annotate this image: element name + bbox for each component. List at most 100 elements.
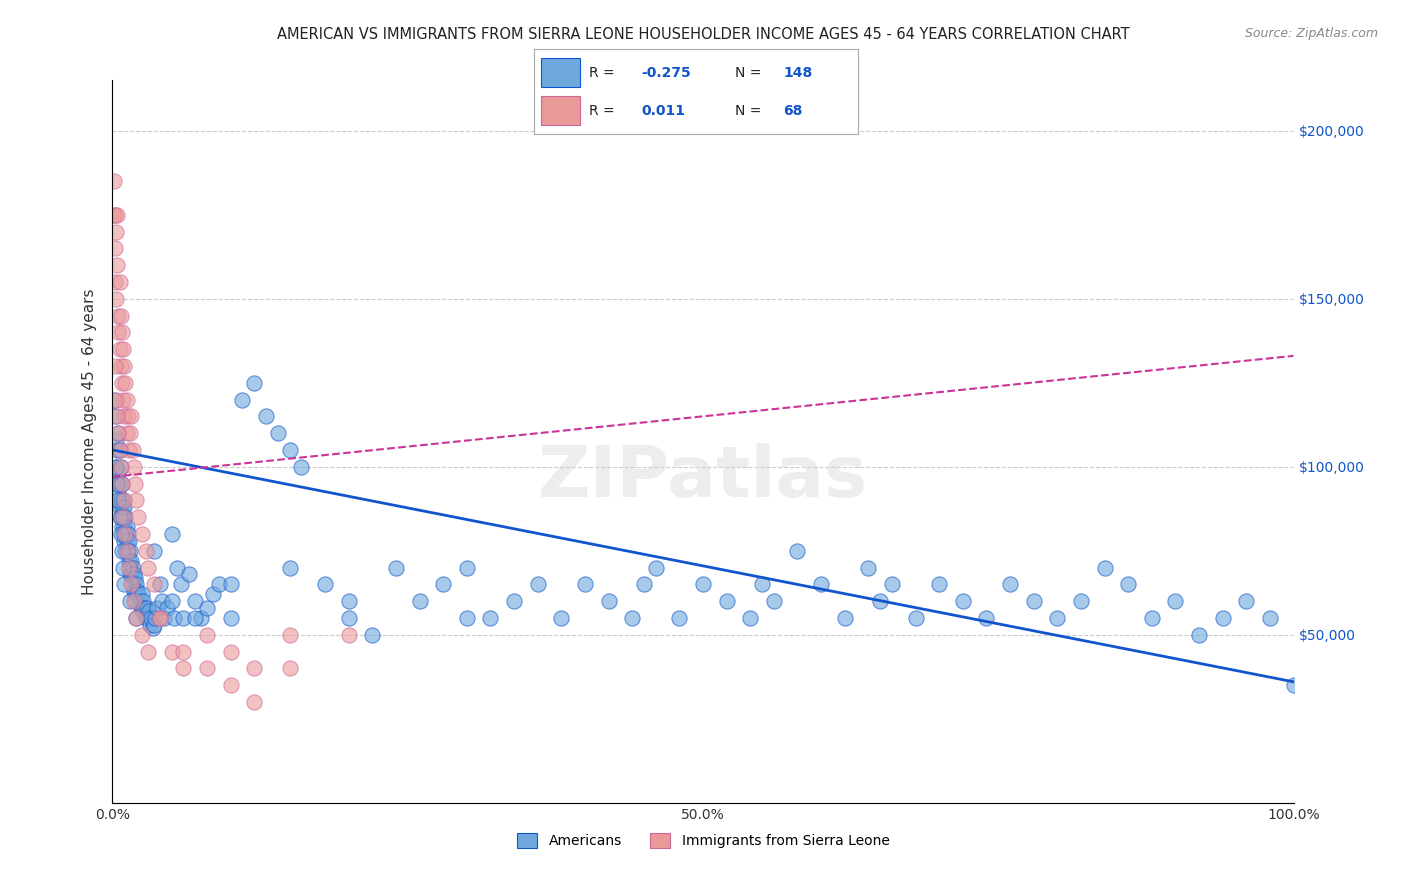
Bar [541, 95, 579, 125]
Text: AMERICAN VS IMMIGRANTS FROM SIERRA LEONE HOUSEHOLDER INCOME AGES 45 - 64 YEARS C: AMERICAN VS IMMIGRANTS FROM SIERRA LEONE… [277, 27, 1129, 42]
Point [112, 409, 135, 424]
Point [122, 459, 145, 474]
Point [195, 628, 218, 642]
Point [160, 594, 183, 608]
Point [998, 577, 1021, 591]
Point [108, 476, 131, 491]
Point [107, 426, 129, 441]
Point [668, 611, 690, 625]
Text: R =: R = [589, 104, 619, 118]
Point [112, 527, 135, 541]
Text: R =: R = [589, 66, 619, 79]
Point [138, 604, 160, 618]
Point [810, 577, 832, 591]
Point [112, 577, 135, 591]
Point [858, 560, 880, 574]
Point [408, 594, 430, 608]
Point [172, 661, 194, 675]
Point [337, 611, 360, 625]
Point [1164, 594, 1187, 608]
Point [121, 442, 143, 457]
Point [120, 594, 142, 608]
Point [136, 644, 159, 658]
Point [219, 644, 242, 658]
Point [112, 500, 135, 514]
Point [129, 600, 152, 615]
Point [132, 594, 155, 608]
Point [121, 577, 143, 591]
Point [163, 611, 186, 625]
Point [141, 611, 163, 625]
Point [131, 604, 153, 618]
Point [952, 594, 974, 608]
Point [127, 584, 149, 599]
Point [105, 476, 128, 491]
Point [118, 442, 141, 457]
Point [208, 577, 231, 591]
Point [118, 554, 141, 568]
Point [120, 426, 142, 441]
Point [195, 661, 218, 675]
Point [104, 208, 127, 222]
Point [160, 527, 183, 541]
Point [135, 600, 157, 615]
Point [786, 543, 808, 558]
Point [149, 611, 172, 625]
Point [337, 594, 360, 608]
Point [190, 611, 212, 625]
Point [231, 392, 253, 407]
Point [146, 600, 169, 615]
Point [150, 594, 173, 608]
Point [122, 594, 145, 608]
Point [131, 527, 153, 541]
Point [172, 611, 194, 625]
Point [142, 617, 165, 632]
Point [112, 493, 135, 508]
Point [184, 594, 207, 608]
Point [110, 309, 132, 323]
Point [432, 577, 454, 591]
Y-axis label: Householder Income Ages 45 - 64 years: Householder Income Ages 45 - 64 years [82, 288, 97, 595]
Point [105, 459, 128, 474]
Point [115, 543, 138, 558]
Point [1258, 611, 1281, 625]
Point [111, 543, 134, 558]
Point [1116, 577, 1139, 591]
Point [110, 493, 132, 508]
Point [110, 459, 132, 474]
Point [110, 527, 132, 541]
Point [112, 342, 135, 356]
Point [112, 520, 135, 534]
Point [115, 533, 138, 548]
Point [267, 426, 290, 441]
Point [111, 476, 134, 491]
Text: Source: ZipAtlas.com: Source: ZipAtlas.com [1244, 27, 1378, 40]
Point [124, 571, 146, 585]
Point [105, 433, 128, 447]
Point [201, 587, 224, 601]
Point [142, 621, 165, 635]
Point [115, 426, 138, 441]
Point [131, 628, 153, 642]
Point [314, 577, 336, 591]
Point [1188, 628, 1211, 642]
Point [124, 476, 146, 491]
Point [105, 392, 128, 407]
Point [456, 560, 478, 574]
Point [107, 426, 129, 441]
Point [108, 442, 131, 457]
Point [644, 560, 666, 574]
Point [111, 520, 134, 534]
Point [976, 611, 998, 625]
Point [278, 661, 301, 675]
Point [110, 510, 132, 524]
Point [1070, 594, 1092, 608]
Point [108, 510, 131, 524]
Point [108, 275, 131, 289]
Point [112, 510, 135, 524]
Point [107, 467, 129, 481]
Text: 68: 68 [783, 104, 803, 118]
Point [574, 577, 596, 591]
Point [108, 500, 131, 514]
Point [111, 500, 134, 514]
